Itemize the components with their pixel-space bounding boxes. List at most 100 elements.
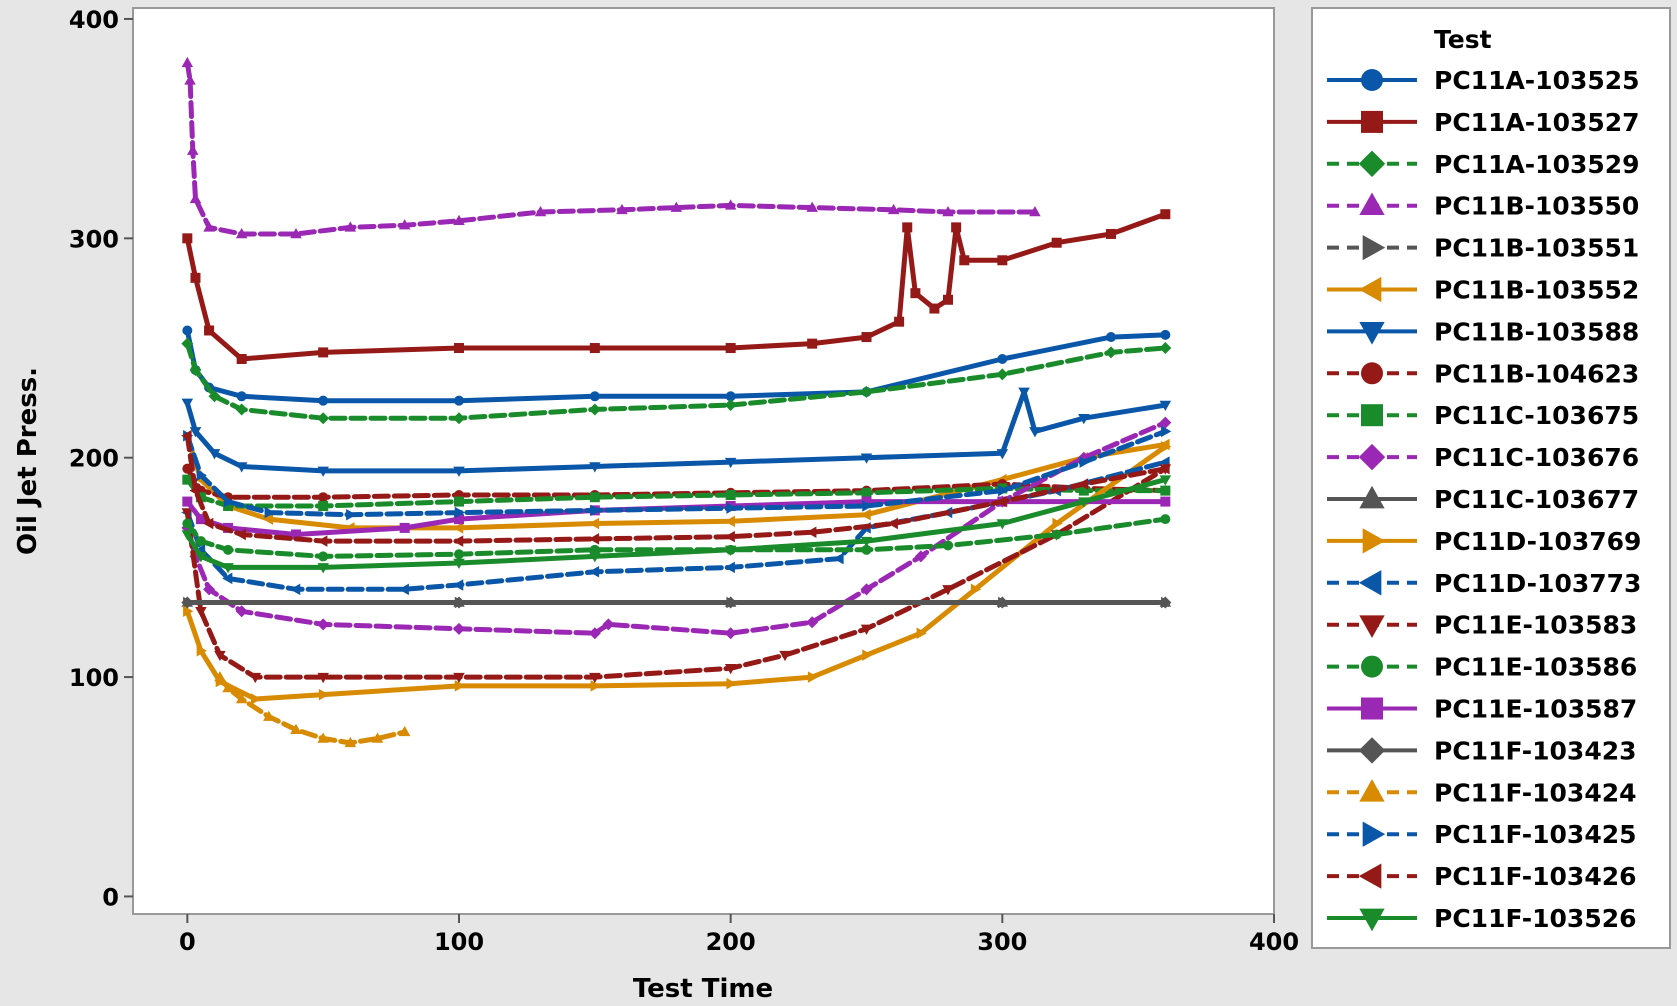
data-point	[998, 484, 1009, 497]
data-point	[189, 484, 200, 497]
data-point	[996, 495, 1007, 508]
data-point	[724, 399, 737, 412]
data-point	[454, 680, 465, 692]
data-point	[249, 672, 261, 684]
y-axis-label: Oil Jet Press.	[13, 367, 43, 555]
data-point	[290, 583, 301, 596]
data-point	[222, 572, 233, 585]
series-line	[184, 389, 1168, 474]
data-point	[1077, 478, 1089, 490]
data-point	[860, 536, 873, 548]
data-point	[318, 492, 329, 503]
legend-label: PC11C-103675	[1434, 401, 1639, 430]
data-point	[453, 412, 465, 425]
data-point	[344, 221, 357, 232]
data-point	[726, 677, 737, 690]
data-point	[235, 227, 248, 239]
legend-entry: PC11F-103425	[1327, 820, 1637, 849]
data-point	[725, 343, 736, 354]
data-point	[724, 530, 735, 543]
series-line	[184, 428, 1168, 518]
data-point	[726, 502, 737, 514]
data-point	[196, 645, 207, 657]
y-tick-label: 100	[69, 664, 119, 692]
legend-entry: PC11E-103586	[1327, 653, 1637, 682]
legend-label: PC11E-103583	[1434, 611, 1637, 640]
legend-marker	[1359, 485, 1385, 509]
data-point	[997, 353, 1008, 364]
data-point	[181, 530, 194, 541]
data-point	[670, 201, 683, 212]
data-point	[182, 518, 193, 529]
legend-marker	[1362, 528, 1386, 554]
data-point	[725, 391, 736, 402]
legend-label: PC11C-103676	[1434, 443, 1639, 472]
data-point	[203, 583, 216, 596]
data-point	[910, 288, 921, 299]
data-point	[318, 688, 330, 701]
data-point	[317, 732, 329, 743]
data-point	[223, 495, 235, 508]
x-tick-label: 200	[706, 928, 756, 956]
data-point	[1078, 485, 1089, 496]
data-point	[182, 496, 193, 507]
data-point	[589, 462, 601, 473]
data-point	[204, 325, 215, 336]
data-point	[236, 353, 247, 364]
legend-label: PC11A-103527	[1434, 108, 1640, 137]
data-point	[588, 533, 600, 545]
series-PC11A-103529	[181, 337, 1172, 425]
data-point	[862, 649, 873, 661]
data-point	[861, 332, 872, 343]
data-point	[1160, 496, 1171, 507]
data-point	[887, 517, 898, 530]
data-point	[398, 725, 411, 737]
data-point	[235, 693, 248, 704]
data-point	[189, 192, 202, 204]
data-point	[181, 596, 194, 609]
data-point	[724, 627, 737, 640]
legend-marker	[1361, 655, 1383, 678]
data-point	[588, 517, 600, 530]
data-point	[222, 682, 234, 693]
series-PC11F-103423	[181, 596, 1172, 609]
series-PC11B-103550	[181, 56, 1041, 239]
data-point	[223, 544, 234, 555]
data-point	[1052, 517, 1063, 530]
data-point	[833, 552, 844, 565]
data-point	[399, 522, 410, 533]
legend-label: PC11F-103526	[1434, 904, 1637, 933]
x-axis-label: Test Time	[633, 974, 773, 1004]
data-point	[222, 563, 234, 574]
legend-label: PC11A-103525	[1434, 66, 1640, 95]
data-point	[290, 227, 302, 239]
legend-marker	[1358, 443, 1386, 471]
data-point	[454, 343, 464, 354]
data-point	[861, 544, 872, 555]
data-point	[996, 368, 1009, 381]
data-point	[860, 583, 873, 596]
legend-marker	[1361, 110, 1383, 133]
data-point	[1160, 329, 1171, 340]
data-point	[807, 338, 818, 349]
data-point	[318, 500, 329, 511]
data-point	[183, 605, 194, 618]
legend-marker	[1361, 697, 1383, 720]
data-point	[1159, 462, 1170, 475]
data-point	[724, 199, 737, 210]
series-PC11F-103526	[181, 475, 1172, 574]
legend-label: PC11E-103586	[1434, 653, 1637, 682]
data-point	[724, 545, 737, 556]
data-point	[860, 453, 873, 464]
data-point	[1161, 425, 1172, 438]
data-point	[182, 325, 193, 336]
data-point	[317, 563, 329, 574]
data-point	[453, 522, 464, 534]
data-point	[1029, 427, 1041, 438]
data-point	[1106, 228, 1116, 239]
data-point	[589, 492, 600, 503]
data-point	[860, 385, 873, 398]
data-point	[943, 294, 953, 305]
data-point	[1161, 440, 1172, 453]
data-point	[724, 664, 737, 675]
